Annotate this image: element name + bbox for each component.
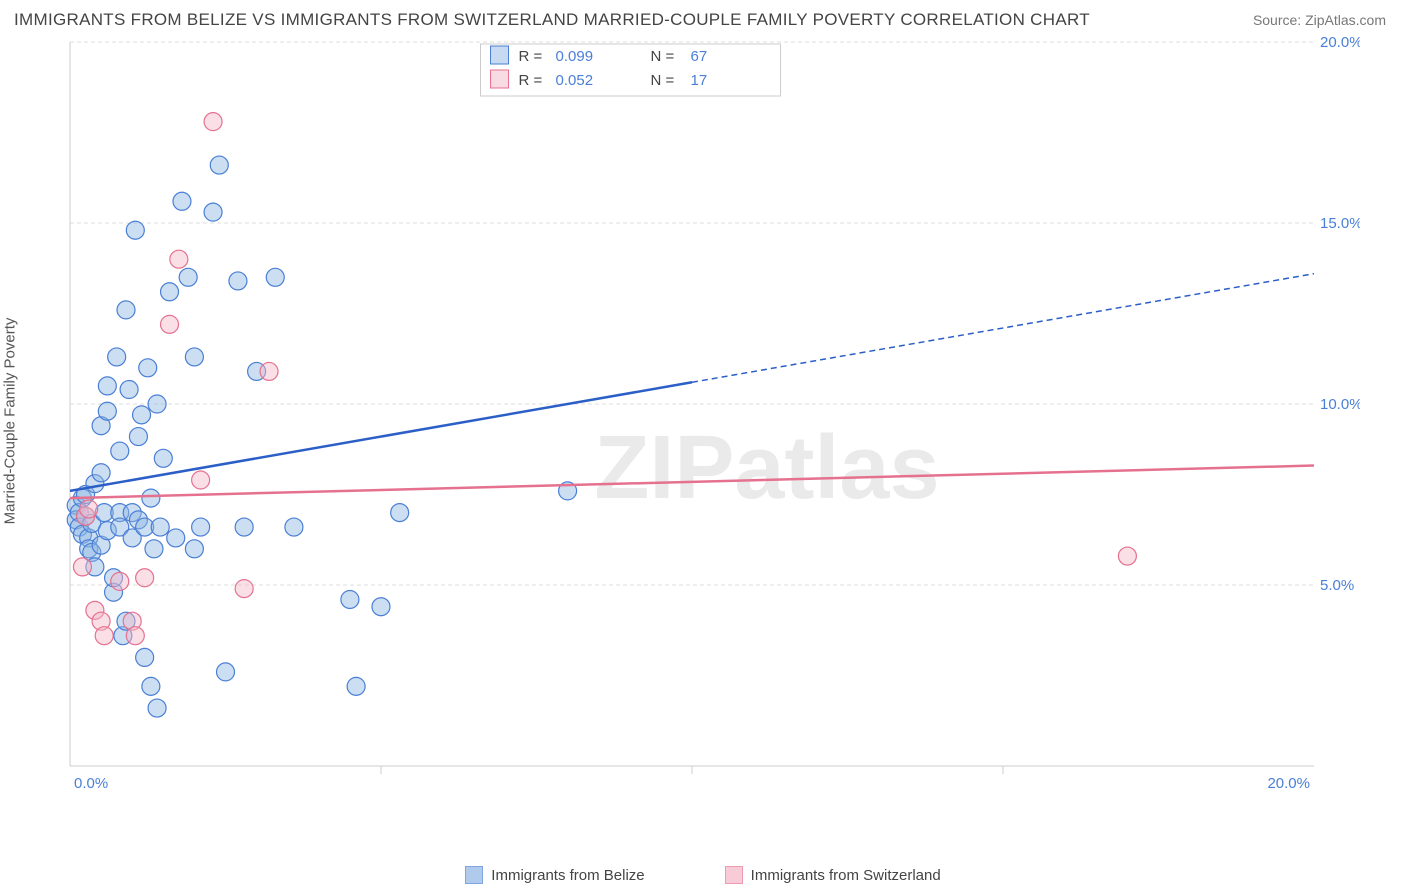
chart-title: IMMIGRANTS FROM BELIZE VS IMMIGRANTS FRO…: [14, 10, 1090, 30]
svg-text:0.052: 0.052: [556, 72, 594, 89]
legend-label: Immigrants from Belize: [491, 867, 644, 884]
svg-text:15.0%: 15.0%: [1320, 215, 1360, 232]
y-axis-label: Married-Couple Family Poverty: [2, 318, 19, 525]
title-bar: IMMIGRANTS FROM BELIZE VS IMMIGRANTS FRO…: [0, 0, 1406, 36]
svg-text:N =: N =: [651, 72, 675, 89]
svg-text:5.0%: 5.0%: [1320, 577, 1354, 594]
chart-container: Married-Couple Family Poverty ZIPatlas5.…: [40, 36, 1396, 806]
svg-text:0.0%: 0.0%: [74, 775, 108, 792]
svg-text:N =: N =: [651, 48, 675, 65]
legend-swatch-icon: [725, 866, 743, 884]
scatter-plot: ZIPatlas 5.0% 10.0% 15.0% 20.0% 0.0% 20.0% R = 0…: [40, 36, 1360, 806]
legend-swatch-icon: [465, 866, 483, 884]
svg-text:ZIPatlas: ZIPatlas: [594, 418, 939, 518]
svg-text:R =: R =: [519, 48, 543, 65]
bottom-legend: Immigrants from Belize Immigrants from S…: [0, 866, 1406, 884]
legend-label: Immigrants from Switzerland: [751, 867, 941, 884]
svg-text:67: 67: [691, 48, 708, 65]
source-label: Source: ZipAtlas.com: [1253, 12, 1386, 28]
svg-text:17: 17: [691, 72, 708, 89]
svg-text:20.0%: 20.0%: [1267, 775, 1310, 792]
legend-item-switzerland: Immigrants from Switzerland: [725, 866, 941, 884]
svg-text:20.0%: 20.0%: [1320, 36, 1360, 51]
svg-text:0.099: 0.099: [556, 48, 594, 65]
legend-item-belize: Immigrants from Belize: [465, 866, 644, 884]
svg-text:R =: R =: [519, 72, 543, 89]
svg-text:10.0%: 10.0%: [1320, 396, 1360, 413]
